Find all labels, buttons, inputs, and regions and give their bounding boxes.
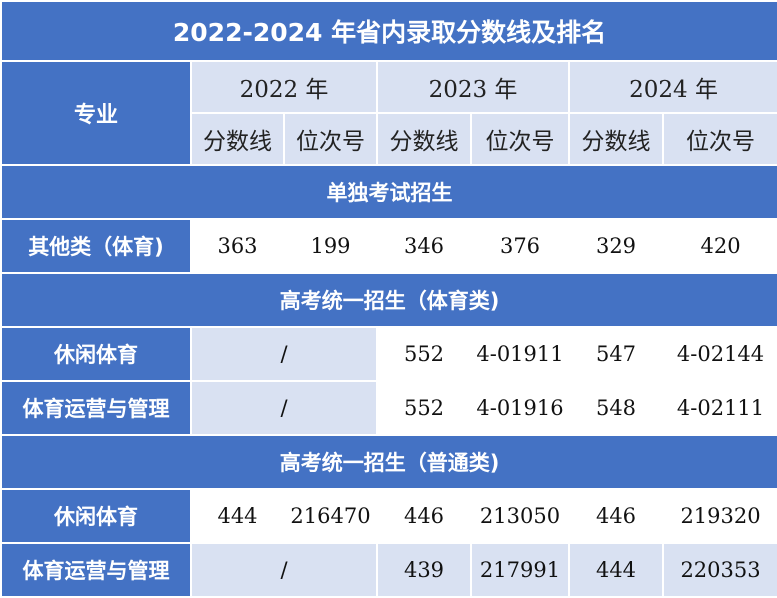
score-header-2023: 分数线	[376, 112, 472, 166]
table-row: 其他类（体育) 363 199 346 376 329 420	[0, 218, 777, 274]
rank-2022: 199	[283, 218, 378, 274]
rank-2024: 220353	[661, 542, 777, 598]
rank-2024: 420	[661, 218, 777, 274]
row-major-label: 休闲体育	[0, 488, 192, 544]
score-2022: 363	[190, 218, 285, 274]
score-header-2022: 分数线	[190, 112, 285, 166]
rank-2024: 4-02144	[661, 326, 777, 382]
table-row: 体育运营与管理 / 439 217991 444 220353	[0, 542, 777, 598]
score-2023: 346	[376, 218, 472, 274]
score-2024: 444	[568, 542, 664, 598]
rank-header-2024: 位次号	[661, 112, 777, 166]
score-2023: 552	[376, 380, 472, 436]
table-row: 休闲体育 444 216470 446 213050 446 219320	[0, 488, 777, 544]
row-major-label: 体育运营与管理	[0, 380, 192, 436]
no-data-2022: /	[190, 542, 378, 598]
score-2024: 329	[568, 218, 664, 274]
rank-2024: 219320	[661, 488, 777, 544]
score-header-2024: 分数线	[568, 112, 664, 166]
rank-2023: 213050	[470, 488, 570, 544]
row-major-label: 休闲体育	[0, 326, 192, 382]
rank-2023: 4-01916	[470, 380, 570, 436]
score-2023: 446	[376, 488, 472, 544]
rank-2023: 217991	[470, 542, 570, 598]
score-2022: 444	[190, 488, 285, 544]
year-header-2023: 2023 年	[376, 60, 570, 114]
rank-header-2022: 位次号	[283, 112, 378, 166]
rank-2023: 4-01911	[470, 326, 570, 382]
section-header-single-exam: 单独考试招生	[0, 164, 777, 220]
section-header-gaokao-sports: 高考统一招生（体育类)	[0, 272, 777, 328]
table-row: 休闲体育 / 552 4-01911 547 4-02144	[0, 326, 777, 382]
table-row: 体育运营与管理 / 552 4-01916 548 4-02111	[0, 380, 777, 436]
section-header-gaokao-general: 高考统一招生（普通类)	[0, 434, 777, 490]
no-data-2022: /	[190, 326, 378, 382]
score-2024: 446	[568, 488, 664, 544]
table-title: 2022-2024 年省内录取分数线及排名	[0, 0, 777, 62]
rank-header-2023: 位次号	[470, 112, 570, 166]
rank-2022: 216470	[283, 488, 378, 544]
score-2023: 439	[376, 542, 472, 598]
rank-2023: 376	[470, 218, 570, 274]
row-major-label: 体育运营与管理	[0, 542, 192, 598]
score-2023: 552	[376, 326, 472, 382]
year-header-2022: 2022 年	[190, 60, 378, 114]
major-column-header: 专业	[0, 60, 192, 166]
score-2024: 548	[568, 380, 664, 436]
row-major-label: 其他类（体育)	[0, 218, 192, 274]
no-data-2022: /	[190, 380, 378, 436]
year-header-2024: 2024 年	[567, 60, 777, 114]
rank-2024: 4-02111	[661, 380, 777, 436]
score-2024: 547	[568, 326, 664, 382]
